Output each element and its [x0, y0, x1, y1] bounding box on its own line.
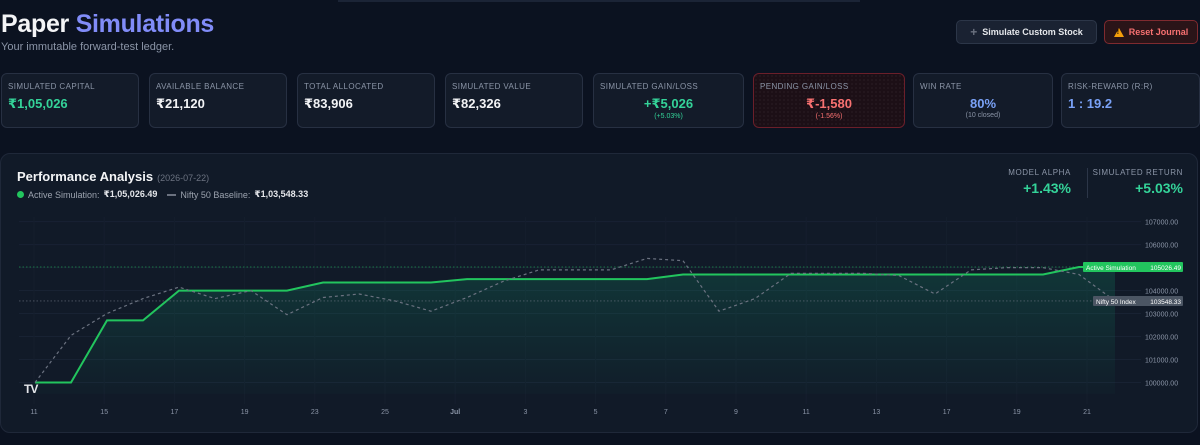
stat-value: ₹82,326: [452, 96, 501, 111]
x-tick-label: 13: [873, 409, 881, 416]
reset-button-label: Reset Journal: [1128, 27, 1189, 37]
x-tick-label: 17: [943, 409, 951, 416]
top-divider: [338, 0, 860, 2]
price-tag-value: 103548.33: [1150, 299, 1181, 306]
stat-label: WIN RATE: [920, 82, 962, 91]
simulated-return: SIMULATED RETURN +5.03%: [1093, 168, 1183, 196]
model-alpha: MODEL ALPHA +1.43%: [1008, 168, 1071, 196]
stat-value: ₹83,906: [304, 96, 353, 111]
legend-active-label: Active Simulation:: [28, 189, 100, 200]
legend-baseline-value: ₹1,03,548.33: [254, 189, 309, 199]
stat-card-simulated-value: SIMULATED VALUE ₹82,326: [445, 73, 583, 128]
stat-card-total-allocated: TOTAL ALLOCATED ₹83,906: [297, 73, 435, 128]
stat-sub: (10 closed): [965, 112, 1001, 119]
baseline-dash-icon: [167, 193, 177, 196]
stat-card-simulated-gain-loss: SIMULATED GAIN/LOSS +₹5,026 (+5.03%): [593, 73, 744, 128]
x-tick-label: 5: [594, 409, 598, 416]
x-tick-label: Jul: [450, 409, 460, 416]
x-tick-label: 9: [734, 409, 738, 416]
stat-sub: (-1.56%): [815, 113, 843, 120]
x-tick-label: 23: [311, 409, 319, 416]
stat-label: SIMULATED VALUE: [452, 82, 532, 91]
x-tick-label: 11: [803, 409, 810, 416]
performance-panel: Performance Analysis (2026-07-22) Active …: [0, 153, 1198, 433]
x-tick-label: 19: [1013, 409, 1021, 416]
price-tag-name: Active Simulation: [1086, 265, 1136, 272]
stat-label: PENDING GAIN/LOSS: [760, 82, 849, 91]
page-header: Paper Simulations Your immutable forward…: [0, 10, 1200, 60]
panel-title-text: Performance Analysis: [17, 169, 154, 184]
stat-card-win-rate: WIN RATE 80% (10 closed): [913, 73, 1053, 128]
stat-label: TOTAL ALLOCATED: [304, 82, 384, 91]
y-tick-label: 107000.00: [1145, 220, 1178, 227]
y-tick-label: 106000.00: [1145, 243, 1178, 250]
metric-divider: [1087, 168, 1088, 198]
stat-sub: (+5.03%): [654, 113, 683, 120]
active-price-tag: [1083, 261, 1183, 272]
baseline-price-tag: [1093, 295, 1183, 306]
stat-value: ₹1,05,026: [8, 96, 68, 111]
stats-row: SIMULATED CAPITAL ₹1,05,026 AVAILABLE BA…: [0, 73, 1200, 128]
stat-value: +₹5,026: [643, 96, 694, 111]
x-tick-label: 3: [523, 409, 527, 416]
stat-value: ₹-1,580: [806, 96, 852, 111]
legend-active-value: ₹1,05,026.49: [103, 189, 158, 199]
legend-baseline-label: Nifty 50 Baseline:: [180, 189, 251, 200]
y-tick-label: 104000.00: [1145, 289, 1178, 296]
page-subtitle: Your immutable forward-test ledger.: [1, 41, 175, 53]
performance-chart[interactable]: 100000.00 101000.00 102000.00 103000.00 1040…: [1, 209, 1198, 432]
stat-label: AVAILABLE BALANCE: [156, 82, 245, 91]
page-title: Paper Simulations: [1, 10, 214, 39]
stat-label: SIMULATED CAPITAL: [8, 82, 95, 91]
y-tick-label: 100000.00: [1145, 381, 1178, 388]
simulate-custom-stock-button[interactable]: + Simulate Custom Stock: [956, 20, 1097, 44]
simulated-return-label: SIMULATED RETURN: [1092, 168, 1183, 177]
y-tick-label: 101000.00: [1145, 358, 1178, 365]
simulated-return-value: +5.03%: [1135, 180, 1183, 196]
page-title-part2: Simulations: [75, 10, 215, 38]
stat-card-risk-reward: RISK-REWARD (R:R) 1 : 19.2: [1061, 73, 1200, 128]
tradingview-logo-icon[interactable]: TV: [24, 382, 38, 396]
stat-label: RISK-REWARD (R:R): [1068, 82, 1153, 91]
stat-label: SIMULATED GAIN/LOSS: [600, 82, 699, 91]
x-tick-label: 19: [241, 409, 249, 416]
warning-icon: [1113, 27, 1124, 37]
model-alpha-label: MODEL ALPHA: [1008, 168, 1071, 177]
stat-value: 80%: [969, 96, 997, 111]
panel-title: Performance Analysis (2026-07-22): [17, 169, 209, 184]
x-tick-label: 11: [30, 409, 37, 416]
page-title-part1: Paper: [1, 10, 69, 38]
stat-value: ₹21,120: [156, 96, 205, 111]
x-tick-label: 7: [664, 409, 668, 416]
price-tag-value: 105026.49: [1150, 265, 1181, 272]
active-series-line: [35, 266, 1115, 384]
active-series-area: [35, 267, 1115, 394]
stat-card-simulated-capital: SIMULATED CAPITAL ₹1,05,026: [1, 73, 139, 128]
x-tick-label: 25: [381, 409, 389, 416]
reset-journal-button[interactable]: Reset Journal: [1104, 20, 1198, 44]
y-tick-label: 103000.00: [1145, 312, 1178, 319]
chart-legend: Active Simulation: ₹1,05,026.49 Nifty 50…: [17, 189, 308, 200]
stat-card-available-balance: AVAILABLE BALANCE ₹21,120: [149, 73, 287, 128]
x-tick-label: 21: [1083, 409, 1091, 416]
plus-icon: +: [970, 25, 978, 39]
simulate-button-label: Simulate Custom Stock: [982, 27, 1083, 37]
model-alpha-value: +1.43%: [1023, 180, 1071, 196]
y-tick-label: 102000.00: [1145, 335, 1178, 342]
panel-date: (2026-07-22): [157, 173, 210, 183]
stat-value: 1 : 19.2: [1068, 96, 1113, 111]
x-tick-label: 17: [171, 409, 179, 416]
active-simulation-dot-icon: [17, 191, 24, 198]
stat-card-pending-gain-loss: PENDING GAIN/LOSS ₹-1,580 (-1.56%): [753, 73, 905, 128]
price-tag-name: Nifty 50 Index: [1096, 299, 1136, 306]
x-tick-label: 15: [100, 409, 108, 416]
